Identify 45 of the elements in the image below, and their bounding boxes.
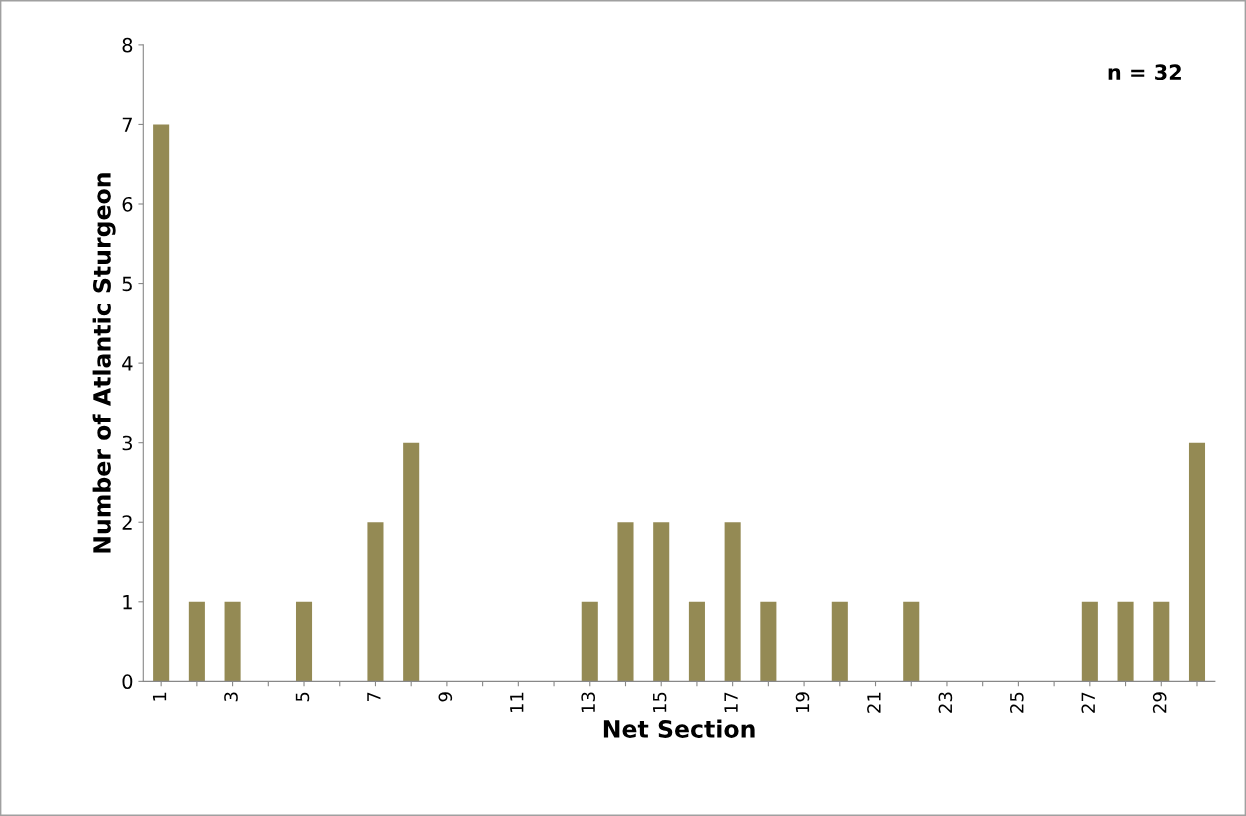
y-tick-label: 0 bbox=[122, 674, 133, 690]
y-tick-label: 7 bbox=[122, 117, 132, 132]
x-tick-label: 25 bbox=[1009, 692, 1024, 713]
bar bbox=[581, 601, 598, 682]
bar bbox=[653, 522, 670, 682]
x-tick-label: 29 bbox=[1152, 692, 1167, 713]
x-tick-label: 9 bbox=[438, 692, 453, 702]
y-tick-label: 3 bbox=[122, 435, 133, 451]
x-tick-label: 17 bbox=[724, 692, 738, 713]
x-tick-label: 23 bbox=[938, 692, 953, 713]
bar bbox=[617, 522, 634, 682]
bar bbox=[224, 601, 241, 682]
x-tick-label: 3 bbox=[224, 692, 238, 702]
bar bbox=[760, 601, 777, 682]
bar bbox=[403, 442, 420, 682]
x-tick-label: 15 bbox=[653, 692, 667, 713]
bar bbox=[295, 601, 313, 682]
y-axis-title: Number of Atlantic Sturgeon bbox=[92, 173, 116, 553]
bar bbox=[153, 124, 170, 682]
y-tick-label: 6 bbox=[122, 196, 133, 212]
bar bbox=[1081, 601, 1098, 682]
bar bbox=[688, 601, 705, 682]
annotation: n = 32 bbox=[1108, 64, 1181, 81]
bar bbox=[1188, 442, 1206, 682]
bar bbox=[903, 601, 920, 682]
bar bbox=[188, 601, 205, 682]
x-tick-label: 5 bbox=[295, 692, 310, 702]
x-tick-label: 19 bbox=[795, 692, 810, 713]
x-tick-label: 1 bbox=[152, 692, 167, 701]
y-tick-label: 8 bbox=[122, 37, 133, 53]
x-tick-label: 13 bbox=[581, 692, 596, 713]
x-tick-label: 21 bbox=[867, 692, 881, 713]
bar bbox=[831, 601, 848, 682]
bar bbox=[1117, 601, 1134, 682]
x-tick-label: 11 bbox=[510, 692, 524, 713]
x-tick-label: 7 bbox=[367, 692, 381, 702]
x-tick-label: 27 bbox=[1081, 692, 1095, 713]
y-tick-label: 5 bbox=[122, 276, 132, 292]
y-tick-label: 1 bbox=[123, 595, 132, 610]
y-tick-label: 4 bbox=[122, 356, 133, 371]
bar bbox=[367, 522, 384, 682]
x-axis-title: Net Section bbox=[603, 719, 755, 738]
bar bbox=[724, 522, 741, 682]
bar bbox=[1153, 601, 1170, 682]
y-tick-label: 2 bbox=[122, 515, 132, 530]
